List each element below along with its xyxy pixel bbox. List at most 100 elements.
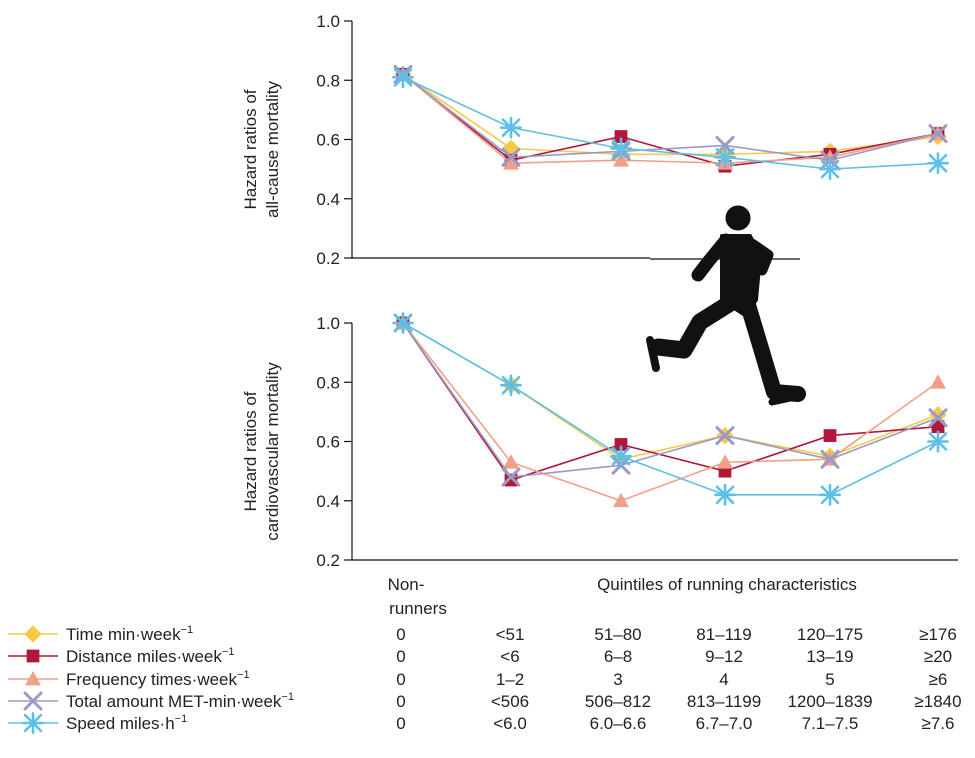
legend-cell: <506 (491, 692, 529, 711)
series-line (402, 322, 939, 481)
legend-cell: 6–8 (604, 647, 632, 666)
legend-cell: 0 (396, 647, 405, 666)
legend-cell: 51–80 (594, 625, 641, 644)
legend-row: Distance miles·week−1 0 <6 6–8 9–12 13–19 ≥20 (8, 646, 952, 666)
data-point (927, 430, 949, 453)
series-1 (394, 314, 947, 468)
legend-cell: 506–812 (585, 692, 651, 711)
nonrunners-label-line1: Non- (388, 575, 425, 594)
all-cause-mortality-panel: 0.2 0.4 0.6 0.8 1.0 Hazard ratios of all-cause… (241, 12, 949, 268)
data-point (614, 438, 628, 451)
data-point (715, 426, 735, 446)
y-axis-title-line: Hazard ratios of (241, 89, 260, 209)
legend-cell: 81–119 (696, 625, 751, 644)
nonrunners-label-line2: runners (389, 599, 447, 618)
legend-cell: 6.7–7.0 (696, 714, 753, 733)
series-line (402, 322, 939, 502)
legend-cell: 4 (719, 670, 728, 689)
data-point (503, 155, 519, 170)
legend-cell: 0 (396, 670, 405, 689)
legend-cell: 1–2 (496, 670, 524, 689)
data-point (392, 66, 414, 89)
y-axis-title-line: cardiovascular mortality (263, 362, 282, 541)
legend-cell: 13–19 (806, 647, 853, 666)
data-point (392, 312, 414, 334)
data-point (501, 467, 521, 487)
legend-cell: 1200–1839 (787, 692, 872, 711)
data-point (610, 137, 632, 160)
cardiovascular-mortality-panel: 0.2 0.4 0.6 0.8 1.0 Hazard ratios of cardiovas… (241, 312, 958, 570)
legend-cell: 6.0–6.6 (590, 714, 647, 733)
legend-cell: 5 (825, 670, 834, 689)
data-point (931, 420, 945, 434)
data-point (928, 408, 948, 428)
legend-marker-icon (25, 671, 41, 686)
data-point (714, 483, 736, 506)
data-point (819, 483, 841, 506)
data-point (613, 492, 629, 508)
runner-silhouette-icon (646, 205, 806, 406)
y-tick-label: 0.8 (316, 373, 340, 392)
quintile-axis-title: Quintiles of running characteristics (597, 575, 857, 594)
x-axis-labels: Non- runners Quintiles of running charac… (388, 575, 857, 618)
legend-row: Speed miles·h−1 0 <6.0 6.0–6.6 6.7–7.0 7.1–7.… (8, 712, 955, 734)
legend-cell: ≥176 (919, 625, 957, 644)
series-line (402, 76, 939, 170)
legend-marker-icon (26, 649, 40, 663)
series-2 (396, 67, 945, 173)
legend-row: Time min·week−1 0 <51 51–80 81–119 120–175 ≥17… (8, 624, 957, 644)
legend-cell: ≥1840 (914, 692, 961, 711)
legend-cell: 0 (396, 714, 405, 733)
legend-cell: 9–12 (705, 647, 743, 666)
data-point (820, 449, 840, 469)
legend-marker-icon (24, 625, 42, 643)
series-5 (392, 66, 949, 181)
series-4 (393, 313, 948, 487)
series-line (402, 73, 939, 156)
y-tick-label: 0.2 (316, 551, 340, 570)
legend-cell: 0 (396, 625, 405, 644)
legend-cell: 3 (613, 670, 622, 689)
y-tick-label: 0.6 (316, 131, 340, 150)
series-line (402, 73, 939, 162)
data-point (614, 130, 628, 143)
legend-cell: 0 (396, 692, 405, 711)
series-line (402, 73, 939, 165)
legend-cell: <51 (496, 625, 525, 644)
legend-cell: 7.1–7.5 (802, 714, 859, 733)
y-tick-label: 0.2 (316, 249, 340, 268)
legend-table: Time min·week−1 0 <51 51–80 81–119 120–175 ≥17… (8, 624, 962, 734)
legend-marker-icon (22, 712, 44, 734)
y-tick-label: 1.0 (316, 12, 340, 31)
data-point (503, 454, 519, 469)
legend-cell: ≥7.6 (922, 714, 955, 733)
legend-cell: ≥6 (929, 670, 948, 689)
legend-cell: <6 (500, 647, 519, 666)
data-point (714, 146, 736, 169)
series-line (402, 322, 939, 478)
legend-label: Total amount MET-min·week−1 (66, 691, 294, 711)
legend-row: Total amount MET-min·week−1 0 <506 506–812 8… (8, 691, 962, 711)
legend-cell: 120–175 (797, 625, 863, 644)
series-line (402, 322, 939, 496)
y-axis-title-line: all-cause mortality (263, 81, 282, 218)
data-point (501, 147, 521, 167)
data-point (930, 374, 946, 389)
y-tick-label: 0.8 (316, 71, 340, 90)
legend-label: Time min·week−1 (66, 624, 193, 644)
data-point (819, 158, 841, 181)
y-tick-label: 0.4 (316, 492, 340, 511)
y-axis-title-line: Hazard ratios of (241, 391, 260, 511)
legend-label: Distance miles·week−1 (66, 646, 234, 666)
data-point (500, 116, 522, 139)
legend-row: Frequency times·week−1 0 1–2 3 4 5 ≥6 (8, 669, 947, 689)
legend-marker-icon (23, 691, 43, 711)
data-point (500, 374, 522, 397)
legend-cell: <6.0 (493, 714, 527, 733)
data-point (928, 124, 948, 144)
data-point (613, 152, 629, 167)
data-point (927, 152, 949, 175)
y-tick-label: 0.6 (316, 433, 340, 452)
legend-label: Speed miles·h−1 (66, 713, 187, 733)
legend-cell: ≥20 (924, 647, 952, 666)
